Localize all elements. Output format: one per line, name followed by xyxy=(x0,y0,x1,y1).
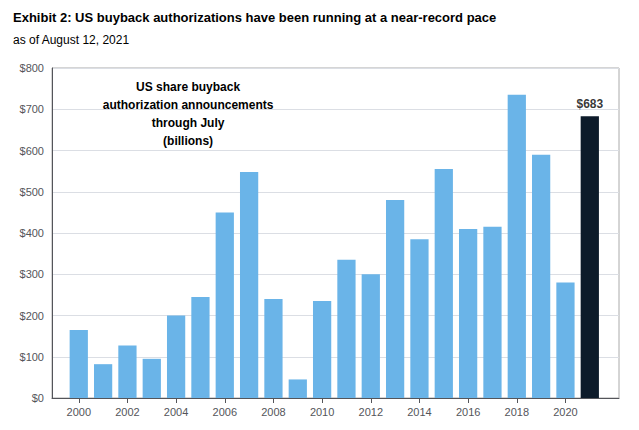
svg-text:2010: 2010 xyxy=(310,406,334,418)
svg-text:2000: 2000 xyxy=(67,406,91,418)
svg-text:2018: 2018 xyxy=(505,406,529,418)
svg-text:Exhibit 2: US buyback authoriz: Exhibit 2: US buyback authorizations hav… xyxy=(13,10,496,25)
svg-text:$683: $683 xyxy=(576,97,603,111)
svg-text:2004: 2004 xyxy=(164,406,188,418)
svg-text:2008: 2008 xyxy=(261,406,285,418)
svg-text:2006: 2006 xyxy=(213,406,237,418)
svg-text:$700: $700 xyxy=(20,103,44,115)
svg-text:2002: 2002 xyxy=(115,406,139,418)
svg-text:2020: 2020 xyxy=(553,406,577,418)
svg-text:$800: $800 xyxy=(20,62,44,74)
svg-text:$500: $500 xyxy=(20,186,44,198)
svg-text:2016: 2016 xyxy=(456,406,480,418)
svg-text:$200: $200 xyxy=(20,310,44,322)
svg-text:$0: $0 xyxy=(32,392,44,404)
svg-text:(billions): (billions) xyxy=(163,134,213,148)
svg-text:$600: $600 xyxy=(20,145,44,157)
svg-text:2014: 2014 xyxy=(407,406,431,418)
svg-text:$300: $300 xyxy=(20,268,44,280)
svg-text:authorization announcements: authorization announcements xyxy=(103,98,274,112)
svg-text:US share buyback: US share buyback xyxy=(136,80,240,94)
svg-text:$100: $100 xyxy=(20,351,44,363)
svg-text:$400: $400 xyxy=(20,227,44,239)
svg-text:as of August 12, 2021: as of August 12, 2021 xyxy=(13,33,129,47)
svg-text:2012: 2012 xyxy=(359,406,383,418)
svg-text:through July: through July xyxy=(152,116,225,130)
